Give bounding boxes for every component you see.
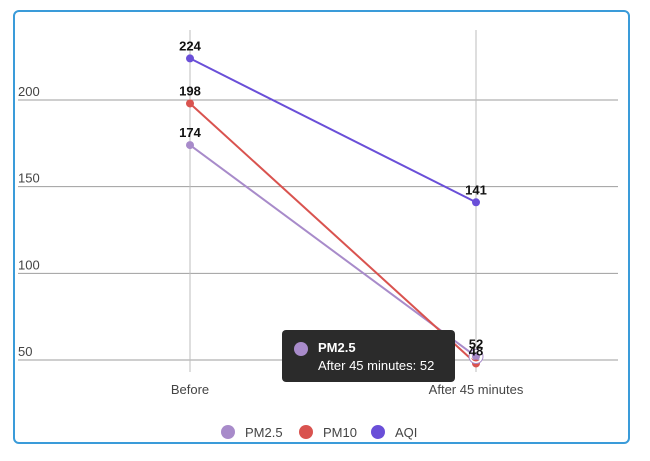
data-label-pm10-after-45-minutes: 48	[469, 343, 483, 358]
legend[interactable]: PM2.5 PM10 AQI	[221, 425, 417, 440]
series-points[interactable]	[186, 54, 484, 368]
point-aqi-after-45-minutes[interactable]	[472, 198, 480, 207]
y-tick-label: 150	[18, 171, 40, 186]
data-label-pm2-5-before: 174	[179, 125, 201, 140]
point-pm2-5-before[interactable]	[186, 141, 194, 150]
tooltip: PM2.5 After 45 minutes: 52	[282, 330, 455, 382]
series-lines	[189, 57, 477, 365]
point-pm2-5-after-45-minutes[interactable]	[472, 352, 480, 361]
legend-swatch-aqi[interactable]	[371, 425, 385, 439]
legend-label-pm10[interactable]: PM10	[323, 425, 357, 440]
point-pm10-before[interactable]	[186, 99, 194, 108]
data-label-aqi-after-45-minutes: 141	[465, 182, 487, 197]
x-tick-label-after-45-minutes: After 45 minutes	[429, 382, 524, 397]
legend-swatch-pm2-5[interactable]	[221, 425, 235, 439]
hover-ring-outer	[468, 349, 484, 365]
y-tick-label: 100	[18, 257, 40, 272]
point-aqi-before[interactable]	[186, 54, 194, 63]
data-label-pm10-before: 198	[179, 83, 201, 98]
legend-swatch-pm10[interactable]	[299, 425, 313, 439]
x-axis: Before After 45 minutes	[171, 382, 524, 397]
tooltip-series: PM2.5	[318, 340, 356, 355]
y-axis: 50 100 150 200	[18, 84, 40, 359]
data-label-aqi-before: 224	[179, 38, 201, 53]
series-line-aqi	[189, 57, 477, 204]
series-line-pm10	[189, 102, 477, 365]
y-tick-label: 200	[18, 84, 40, 99]
y-tick-label: 50	[18, 344, 32, 359]
legend-label-aqi[interactable]: AQI	[395, 425, 417, 440]
legend-label-pm2-5[interactable]: PM2.5	[245, 425, 283, 440]
tooltip-value: After 45 minutes: 52	[318, 358, 435, 373]
hover-ring	[469, 349, 483, 364]
tooltip-swatch	[294, 342, 308, 356]
grid	[18, 30, 618, 372]
data-labels: 174 52 198 48 224 141	[179, 38, 487, 358]
data-label-pm2-5-after-45-minutes: 52	[469, 337, 483, 352]
x-tick-label-before: Before	[171, 382, 209, 397]
